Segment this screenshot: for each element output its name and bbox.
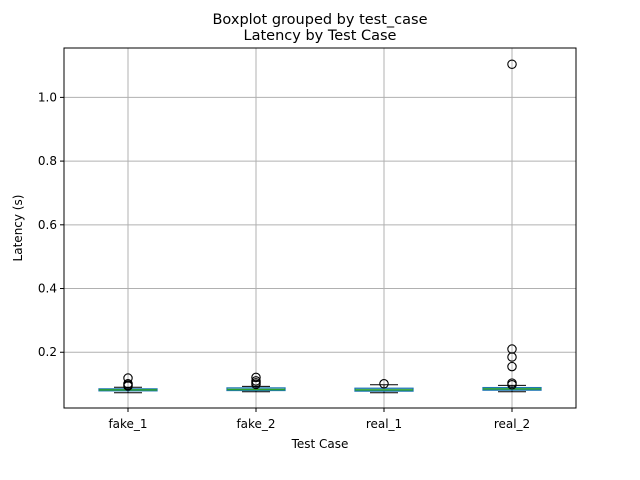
x-tick-label: fake_1 xyxy=(108,417,147,431)
box-elements xyxy=(98,59,542,394)
outlier-point xyxy=(507,352,517,362)
x-tick-label: real_2 xyxy=(494,417,530,431)
outlier-point xyxy=(123,381,133,391)
y-axis-label: Latency (s) xyxy=(11,195,25,262)
box-fake_1 xyxy=(98,373,158,394)
box-fake_2 xyxy=(226,372,286,393)
x-tick-label: fake_2 xyxy=(236,417,275,431)
y-tick-label: 0.2 xyxy=(38,345,57,359)
x-axis-label: Test Case xyxy=(291,437,349,451)
grid-lines xyxy=(64,48,576,408)
box-real_2 xyxy=(482,59,542,393)
box-real_1 xyxy=(354,379,414,394)
plot-frame xyxy=(63,47,577,409)
x-tick-label: real_1 xyxy=(366,417,402,431)
y-tick-label: 0.6 xyxy=(38,218,57,232)
y-tick-label: 1.0 xyxy=(38,90,57,104)
outlier-point xyxy=(507,379,517,390)
outlier-point xyxy=(379,379,389,389)
chart-title: Latency by Test Case xyxy=(244,28,397,44)
outlier-point xyxy=(507,59,517,69)
outlier-point xyxy=(251,372,261,383)
y-tick-label: 0.8 xyxy=(38,154,57,168)
outlier-point xyxy=(251,379,261,390)
tick-elements: 0.2 0.4 0.6 0.8 1.0 fake_1 fake_2 real_1 real_2 xyxy=(38,90,530,431)
chart-suptitle: Boxplot grouped by test_case xyxy=(212,12,427,28)
outlier-point xyxy=(507,361,517,372)
y-tick-label: 0.4 xyxy=(38,282,57,296)
